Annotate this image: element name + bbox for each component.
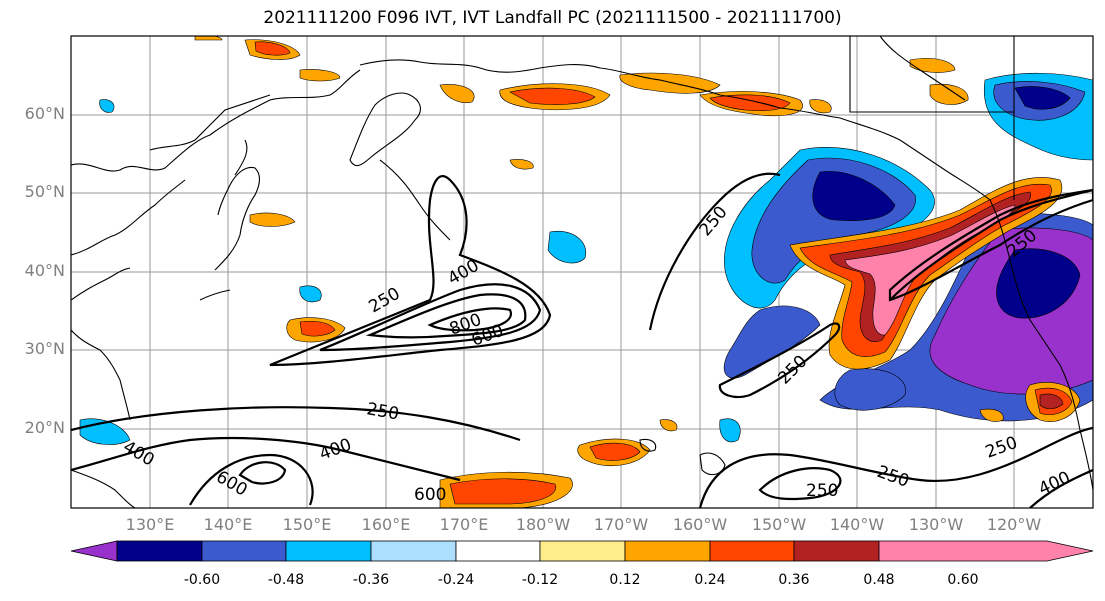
- colorbar-tick-label: -0.60: [183, 572, 221, 588]
- colorbar-segment: [793, 540, 880, 562]
- lon-label: 150°W: [751, 515, 807, 534]
- lat-label: 40°N: [24, 261, 65, 280]
- colorbar-segment: [370, 540, 457, 562]
- colorbar-tick-label: -0.12: [521, 572, 559, 588]
- colorbar-segment: [539, 540, 626, 562]
- lat-label: 60°N: [24, 104, 65, 123]
- lon-label: 170°E: [439, 515, 489, 534]
- lon-label: 160°W: [672, 515, 728, 534]
- contour-label: 600: [414, 485, 446, 505]
- colorbar-segment: [878, 540, 1094, 562]
- lat-label: 30°N: [24, 339, 65, 358]
- colorbar-tick-label: -0.48: [267, 572, 305, 588]
- colorbar-tick-label: 0.36: [778, 572, 810, 588]
- lon-label: 180°W: [515, 515, 571, 534]
- contour-label: 250: [806, 481, 838, 501]
- lon-label: 130°E: [125, 515, 175, 534]
- colorbar-tick-label: 0.24: [694, 572, 726, 588]
- lon-label: 160°E: [361, 515, 411, 534]
- colorbar-segment: [70, 540, 118, 562]
- lat-label: 50°N: [24, 182, 65, 201]
- lon-label: 140°W: [829, 515, 885, 534]
- coastlines: [71, 36, 1093, 508]
- map-title: 2021111200 F096 IVT, IVT Landfall PC (20…: [263, 8, 842, 28]
- colorbar-tick-label: 0.48: [863, 572, 895, 588]
- colorbar-segment: [624, 540, 711, 562]
- lon-label: 150°E: [282, 515, 332, 534]
- lon-label: 120°W: [986, 515, 1042, 534]
- lon-label: 170°W: [593, 515, 649, 534]
- colorbar-segment: [201, 540, 287, 562]
- colorbar-tick-label: 0.60: [947, 572, 979, 588]
- map-frame: [70, 35, 1094, 509]
- colorbar-segment: [455, 540, 541, 562]
- colorbar-tick-label: -0.24: [437, 572, 475, 588]
- colorbar: [70, 540, 1094, 562]
- colorbar-segment: [116, 540, 203, 562]
- lon-label: 140°E: [203, 515, 253, 534]
- colorbar-segment: [285, 540, 372, 562]
- gridlines: [71, 36, 1093, 508]
- lon-label: 130°W: [908, 515, 964, 534]
- colorbar-segment: [709, 540, 795, 562]
- colorbar-tick-label: -0.36: [352, 572, 390, 588]
- map-panel: 250 400 600 800 250 400 600 250 400 600 …: [71, 36, 1093, 508]
- lat-label: 20°N: [24, 418, 65, 437]
- negative-pc-field: [79, 72, 1093, 445]
- ivt-contours: [71, 172, 1093, 508]
- colorbar-tick-label: 0.12: [609, 572, 641, 588]
